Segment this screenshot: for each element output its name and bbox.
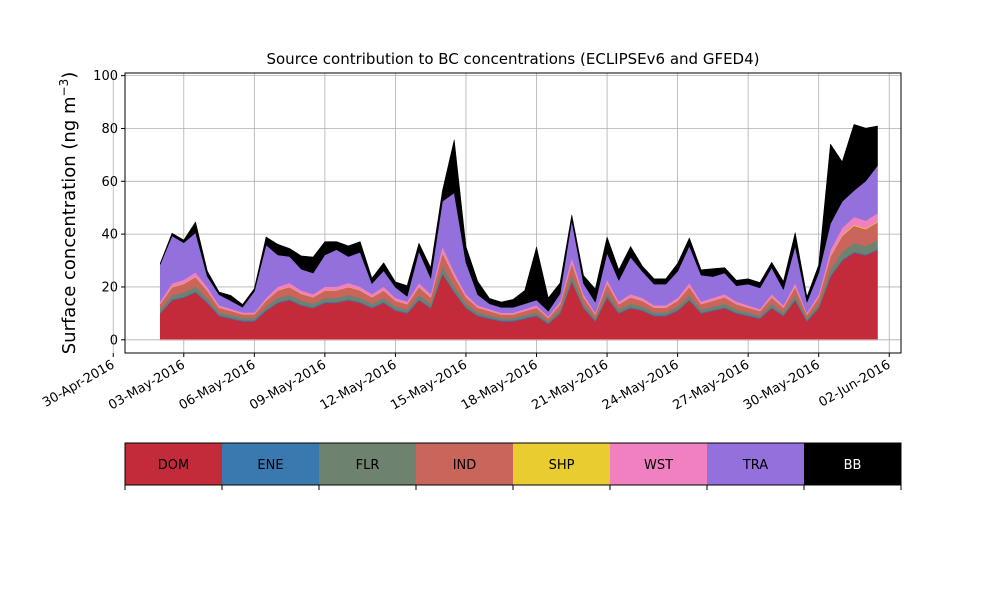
legend-label-ene: ENE (257, 458, 283, 473)
legend-swatch-shp (513, 443, 610, 485)
y-tick-label: 0 (110, 333, 118, 348)
x-tick-label: 30-Apr-2016 (40, 357, 117, 410)
y-tick-label: 40 (101, 228, 118, 243)
stacked-areas (159, 124, 878, 341)
legend-label-tra: TRA (742, 458, 768, 473)
x-tick-label: 30-May-2016 (741, 357, 823, 413)
legend-swatch-ene (222, 443, 319, 485)
y-tick-label: 60 (101, 175, 118, 190)
y-tick-label: 80 (101, 122, 118, 137)
x-axis-ticks: 30-Apr-201603-May-201606-May-201609-May-… (40, 353, 893, 413)
legend-label-shp: SHP (549, 458, 575, 473)
x-tick-label: 02-Jun-2016 (816, 357, 893, 410)
legend-swatch-ind (416, 443, 513, 485)
y-tick-label: 20 (101, 280, 118, 295)
y-axis-label-close: ) (59, 72, 80, 79)
legend-label-dom: DOM (158, 458, 189, 473)
legend-swatch-dom (125, 443, 222, 485)
x-tick-label: 27-May-2016 (670, 357, 752, 413)
y-tick-label: 100 (93, 69, 118, 84)
area-bb (159, 124, 878, 312)
chart-title: Source contribution to BC concentrations… (266, 50, 759, 68)
plot-frame (124, 72, 902, 354)
legend-swatch-tra (707, 443, 804, 485)
legend-swatch-bb (804, 443, 901, 485)
legend-label-flr: FLR (356, 458, 380, 473)
x-tick-label: 06-May-2016 (177, 357, 259, 413)
legend-label-wst: WST (644, 458, 673, 473)
legend-label-bb: BB (844, 458, 862, 473)
x-tick-label: 03-May-2016 (106, 357, 188, 413)
y-axis-label: Surface concentration (ng m−3) (57, 72, 80, 355)
x-tick-label: 18-May-2016 (459, 357, 541, 413)
x-tick-label: 24-May-2016 (600, 357, 682, 413)
x-tick-label: 21-May-2016 (529, 357, 611, 413)
legend-swatch-wst (610, 443, 707, 485)
x-tick-label: 09-May-2016 (247, 357, 329, 413)
x-tick-label: 12-May-2016 (318, 357, 400, 413)
x-tick-label: 15-May-2016 (388, 357, 470, 413)
legend-colorbar: DOM ENE FLR IND SHP WST TRA BB (124, 442, 902, 490)
legend-swatch-flr (319, 443, 416, 485)
legend-label-ind: IND (453, 458, 477, 473)
y-axis-ticks: 0 20 40 60 80 100 (93, 69, 125, 348)
y-axis-label-text: Surface concentration (ng m (59, 96, 80, 354)
y-axis-label-superscript: −3 (57, 79, 71, 97)
